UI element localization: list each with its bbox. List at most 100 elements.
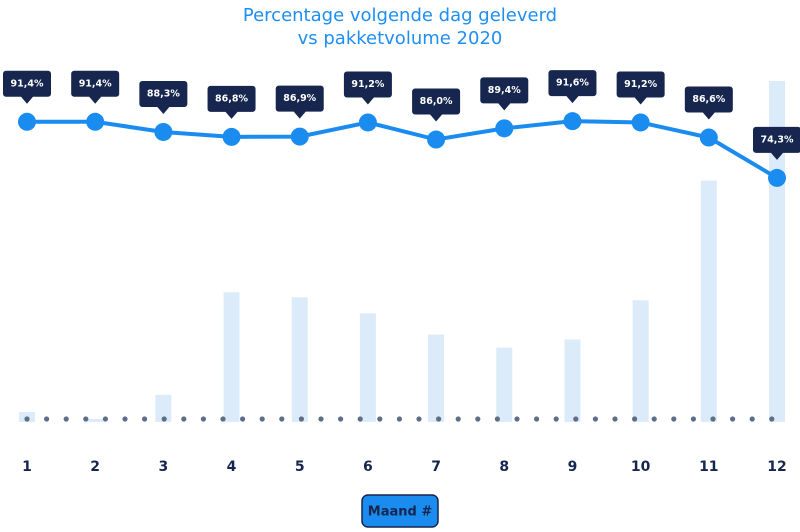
- point: [154, 122, 173, 141]
- baseline-dot: [279, 416, 285, 422]
- x-tick-label: 8: [499, 459, 509, 475]
- point: [563, 112, 582, 131]
- baseline-dot: [181, 416, 187, 422]
- point: [495, 119, 514, 138]
- x-tick-label: 10: [631, 459, 651, 475]
- chart-title: Percentage volgende dag geleverd: [243, 5, 557, 26]
- baseline-dot: [651, 416, 657, 422]
- x-tick-label: 11: [699, 459, 718, 475]
- baseline-dot: [259, 416, 265, 422]
- baseline-dot: [102, 416, 108, 422]
- baseline-dot: [671, 416, 677, 422]
- bars: [19, 81, 785, 422]
- label-box: [480, 77, 529, 111]
- baseline-dot: [632, 416, 638, 422]
- baseline-dot: [200, 416, 206, 422]
- point: [290, 127, 309, 146]
- baseline-dot: [612, 416, 618, 422]
- x-tick-label: 3: [158, 459, 168, 475]
- value-label: 86,8%: [215, 93, 248, 104]
- point: [631, 113, 650, 132]
- value-label: 74,3%: [761, 134, 794, 145]
- value-label: 91,2%: [351, 79, 384, 90]
- bar: [223, 292, 240, 422]
- line: [27, 119, 779, 180]
- label-box: [207, 85, 256, 119]
- chart-title: vs pakketvolume 2020: [298, 28, 503, 49]
- bar: [155, 394, 172, 422]
- x-tick-label: 5: [295, 459, 305, 475]
- baseline-dot: [298, 416, 304, 422]
- label-box: [412, 88, 461, 122]
- point: [427, 130, 446, 149]
- baseline-dot: [769, 416, 775, 422]
- bar: [564, 339, 581, 422]
- x-tick-label: 9: [568, 459, 578, 475]
- baseline-dot: [494, 416, 500, 422]
- value-label: 86,9%: [283, 93, 316, 104]
- baseline-dot: [730, 416, 736, 422]
- x-tick-label: 1: [22, 459, 32, 475]
- baseline-dot: [710, 416, 716, 422]
- baseline-dot: [220, 416, 226, 422]
- baseline-dot: [592, 416, 599, 422]
- bar: [496, 347, 513, 422]
- point: [222, 127, 241, 146]
- baseline-dot: [24, 416, 30, 422]
- baseline-dot: [514, 416, 520, 422]
- label-box: [753, 126, 800, 160]
- point: [358, 113, 377, 132]
- baseline-dot: [161, 416, 167, 422]
- baseline-dot: [338, 416, 344, 422]
- baseline-dot: [83, 416, 89, 422]
- x-tick-label: 12: [767, 459, 786, 475]
- baseline-dot: [416, 416, 422, 422]
- baseline-dot: [690, 416, 697, 422]
- baseline-dot: [142, 416, 148, 422]
- baseline-dot: [553, 416, 559, 422]
- bar: [700, 180, 717, 422]
- baseline-dot: [318, 416, 324, 422]
- bar: [769, 81, 785, 422]
- bar: [632, 300, 649, 422]
- bar: [87, 418, 104, 422]
- baseline-dot: [534, 416, 540, 422]
- baseline-dot: [475, 416, 481, 422]
- baseline: [24, 416, 775, 422]
- point: [699, 128, 718, 147]
- baseline-dot: [63, 416, 69, 422]
- label-box: [616, 71, 665, 105]
- baseline-dot: [122, 416, 128, 422]
- x-tick-label: 6: [363, 459, 373, 475]
- label-box: [139, 80, 188, 114]
- point: [86, 112, 105, 131]
- x-axis-label: Maand #: [368, 505, 433, 520]
- value-label: 89,4%: [488, 85, 521, 96]
- baseline-dot: [436, 416, 442, 422]
- label-box: [343, 71, 392, 105]
- label-box: [3, 70, 51, 104]
- x-axis-button[interactable]: [361, 494, 439, 528]
- baseline-dot: [357, 416, 363, 422]
- x-tick-label: 4: [227, 459, 237, 475]
- value-label: 91,6%: [556, 78, 589, 89]
- value-label: 91,4%: [11, 78, 44, 89]
- bar: [428, 334, 445, 422]
- value-label: 91,4%: [79, 78, 112, 89]
- bar: [291, 297, 308, 422]
- baseline-dot: [573, 416, 579, 422]
- value-label: 88,3%: [147, 88, 180, 99]
- baseline-dot: [240, 416, 246, 422]
- x-tick-label: 7: [431, 459, 441, 475]
- baseline-dot: [44, 416, 50, 422]
- value-label: 91,2%: [624, 79, 657, 90]
- value-label: 86,0%: [420, 96, 453, 107]
- x-tick-label: 2: [90, 459, 100, 475]
- label-box: [684, 86, 733, 120]
- point: [768, 168, 786, 187]
- label-box: [275, 85, 324, 119]
- point: [18, 112, 36, 131]
- label-box: [71, 70, 120, 104]
- value-label: 86,6%: [692, 94, 725, 105]
- baseline-dot: [455, 416, 461, 422]
